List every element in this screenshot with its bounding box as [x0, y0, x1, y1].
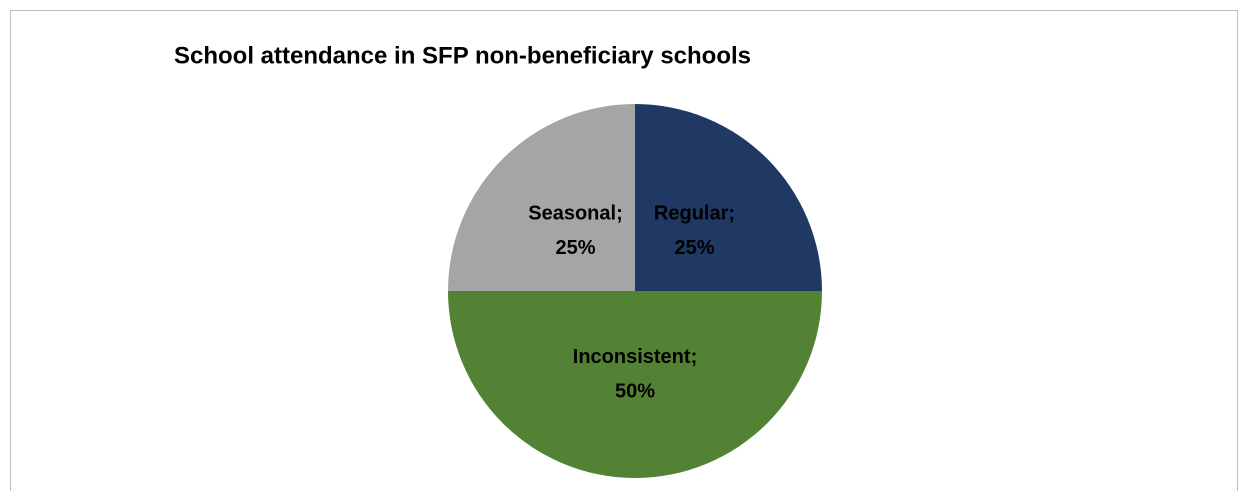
pie-slice [448, 104, 635, 291]
data-label: Regular; [654, 203, 735, 225]
data-label: Seasonal; [528, 203, 623, 225]
pie-slice [448, 291, 822, 478]
value-label: 25% [674, 237, 714, 259]
category-label: Regular [654, 203, 729, 225]
category-label: Inconsistent [573, 346, 691, 368]
chart-title: School attendance in SFP non-beneficiary… [174, 42, 751, 69]
label-separator: ; [616, 203, 623, 225]
label-separator: ; [691, 346, 698, 368]
data-label: Inconsistent; [573, 346, 697, 368]
pie-slice [635, 104, 822, 291]
category-label: Seasonal [528, 203, 616, 225]
label-separator: ; [728, 203, 735, 225]
value-label: 25% [555, 237, 595, 259]
value-label: 50% [615, 380, 655, 402]
